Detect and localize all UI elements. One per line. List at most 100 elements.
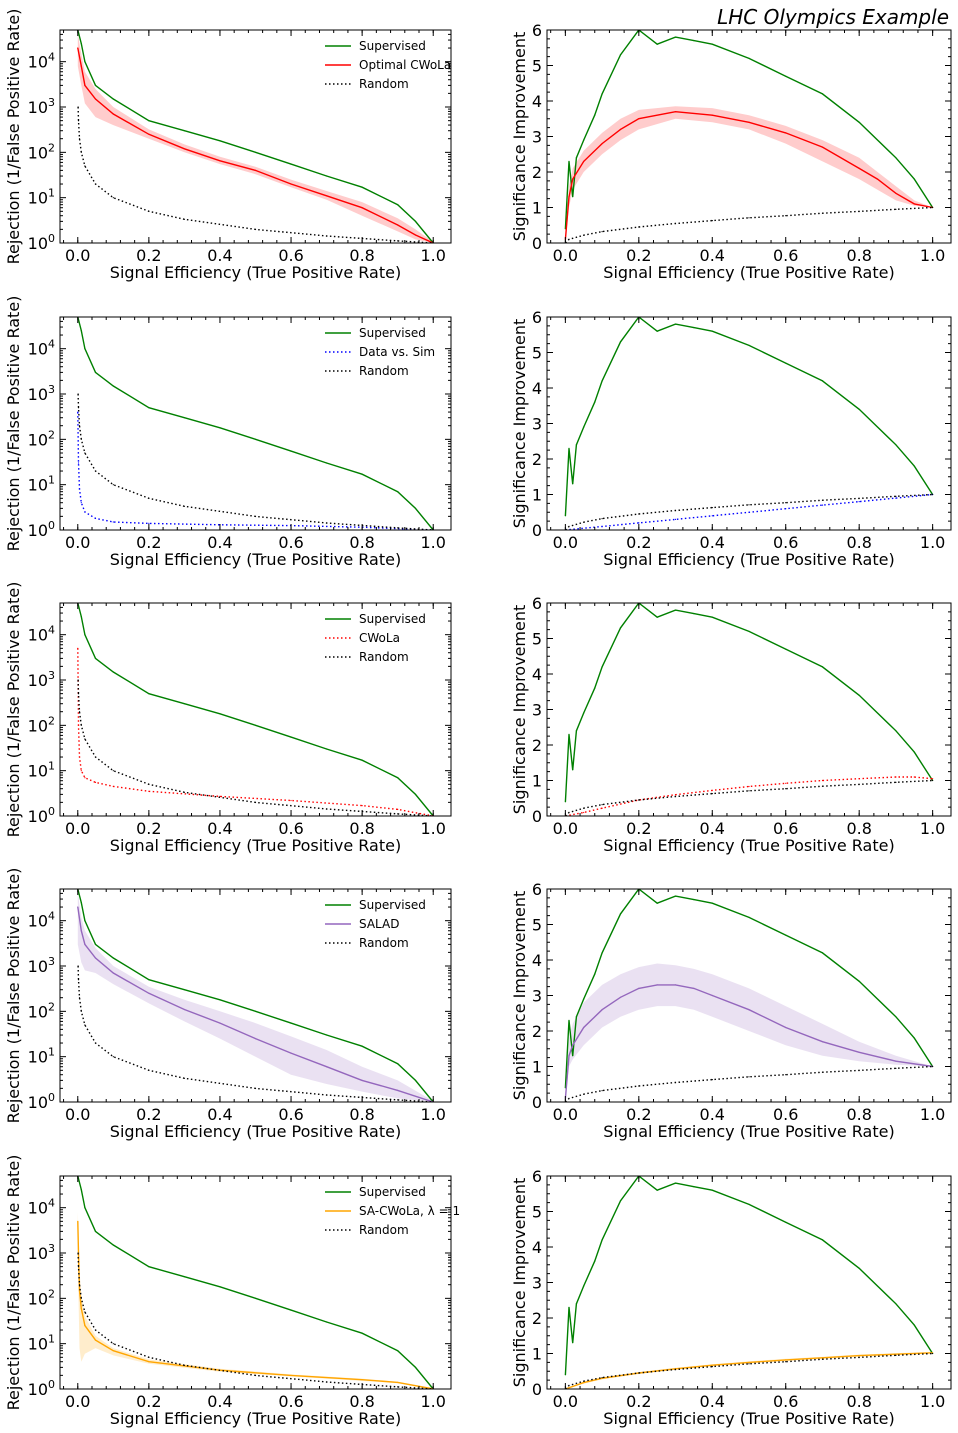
data-point (112, 1343, 114, 1345)
data-point (77, 47, 79, 49)
data-point (583, 1285, 585, 1287)
panel-significance-3: 0.0 0.2 0.4 0.6 0.8 1.0 0 1 2 3 4 5 6 Signal Efficien… (510, 880, 952, 1141)
y-tick-label: 104 (28, 51, 55, 72)
data-point (219, 1286, 221, 1288)
data-point (183, 218, 185, 220)
y-tick-label: 0 (532, 234, 542, 253)
legend-entry: Random (359, 650, 409, 664)
x-axis-label: Signal Efficiency (True Positive Rate) (603, 1409, 894, 1428)
data-point (397, 491, 399, 493)
panel-significance-0: 0.0 0.2 0.4 0.6 0.8 1.0 0 1 2 3 4 5 6 Signal Efficien… (510, 21, 952, 282)
plot-frame (59, 316, 452, 531)
data-point (638, 522, 640, 524)
x-tick-label: 0.2 (136, 1105, 161, 1124)
x-tick-label: 0.4 (207, 1105, 232, 1124)
data-point (112, 484, 114, 486)
series-line (564, 317, 934, 516)
data-point (77, 462, 80, 464)
data-point (94, 1042, 97, 1044)
data-point (397, 204, 399, 206)
data-point (148, 1069, 150, 1071)
data-point (183, 1276, 185, 1278)
data-point (858, 497, 860, 499)
data-point (858, 1356, 860, 1358)
data-point (148, 522, 150, 525)
data-point (80, 502, 82, 504)
x-tick-label: 0.8 (349, 533, 374, 552)
data-point (397, 813, 399, 815)
plot-frame (59, 1175, 452, 1390)
y-tick-label: 102 (28, 428, 55, 449)
data-point (326, 175, 328, 177)
data-point (397, 777, 399, 779)
data-point (397, 527, 399, 529)
data-point (397, 1089, 399, 1091)
data-point (326, 462, 328, 464)
series-line (77, 648, 434, 816)
y-tick-label: 1 (532, 199, 542, 218)
data-point (254, 724, 257, 726)
y-tick-label: 102 (28, 1000, 55, 1021)
data-point (397, 1381, 399, 1383)
y-tick-label: 6 (532, 1167, 542, 1186)
data-point (674, 1182, 677, 1184)
data-point (895, 1303, 897, 1305)
data-point (693, 40, 695, 42)
data-point (895, 157, 897, 159)
data-point (77, 407, 80, 409)
data-point (397, 1063, 399, 1065)
data-point (601, 380, 603, 382)
y-tick-label: 102 (28, 714, 55, 735)
x-tick-label: 0.2 (136, 246, 161, 265)
x-tick-label: 1.0 (421, 246, 446, 265)
data-point (674, 323, 677, 325)
data-point (326, 195, 328, 197)
data-point (601, 93, 603, 95)
data-point (112, 671, 114, 673)
data-point (94, 84, 97, 86)
y-tick-label: 6 (532, 21, 542, 40)
data-point (219, 999, 221, 1001)
legend-entry: Data vs. Sim (359, 345, 435, 359)
data-point (361, 1079, 363, 1081)
data-point (94, 756, 97, 758)
data-point (572, 1342, 574, 1344)
data-point (638, 513, 640, 515)
data-point (748, 57, 750, 60)
data-point (601, 1009, 603, 1011)
data-point (711, 994, 713, 997)
data-point (80, 330, 82, 332)
data-point (326, 1034, 328, 1036)
data-point (361, 1045, 363, 1047)
data-point (254, 228, 257, 230)
data-point (290, 799, 292, 802)
data-point (80, 1189, 82, 1191)
data-point (785, 502, 787, 504)
data-point (254, 1374, 257, 1376)
y-tick-label: 5 (532, 916, 542, 935)
data-point (219, 1022, 221, 1024)
x-tick-label: 0.2 (626, 1105, 651, 1124)
data-point (638, 118, 640, 120)
data-point (895, 495, 897, 497)
data-point (583, 234, 585, 236)
data-point (656, 902, 658, 904)
data-point (84, 84, 86, 86)
data-point (112, 785, 114, 788)
data-point (594, 973, 596, 975)
figure-title: LHC Olympics Example (717, 5, 949, 29)
data-point (84, 348, 86, 350)
data-point (583, 426, 585, 428)
y-tick-label: 1 (532, 486, 542, 505)
data-point (748, 1361, 750, 1363)
y-tick-label: 2 (532, 1022, 542, 1041)
data-point (94, 470, 97, 472)
x-tick-label: 0.4 (700, 533, 725, 552)
data-point (895, 730, 897, 732)
data-point (583, 160, 585, 162)
x-tick-label: 0.0 (65, 819, 90, 838)
data-point (564, 515, 567, 517)
data-point (290, 1022, 292, 1024)
data-point (748, 1363, 750, 1365)
